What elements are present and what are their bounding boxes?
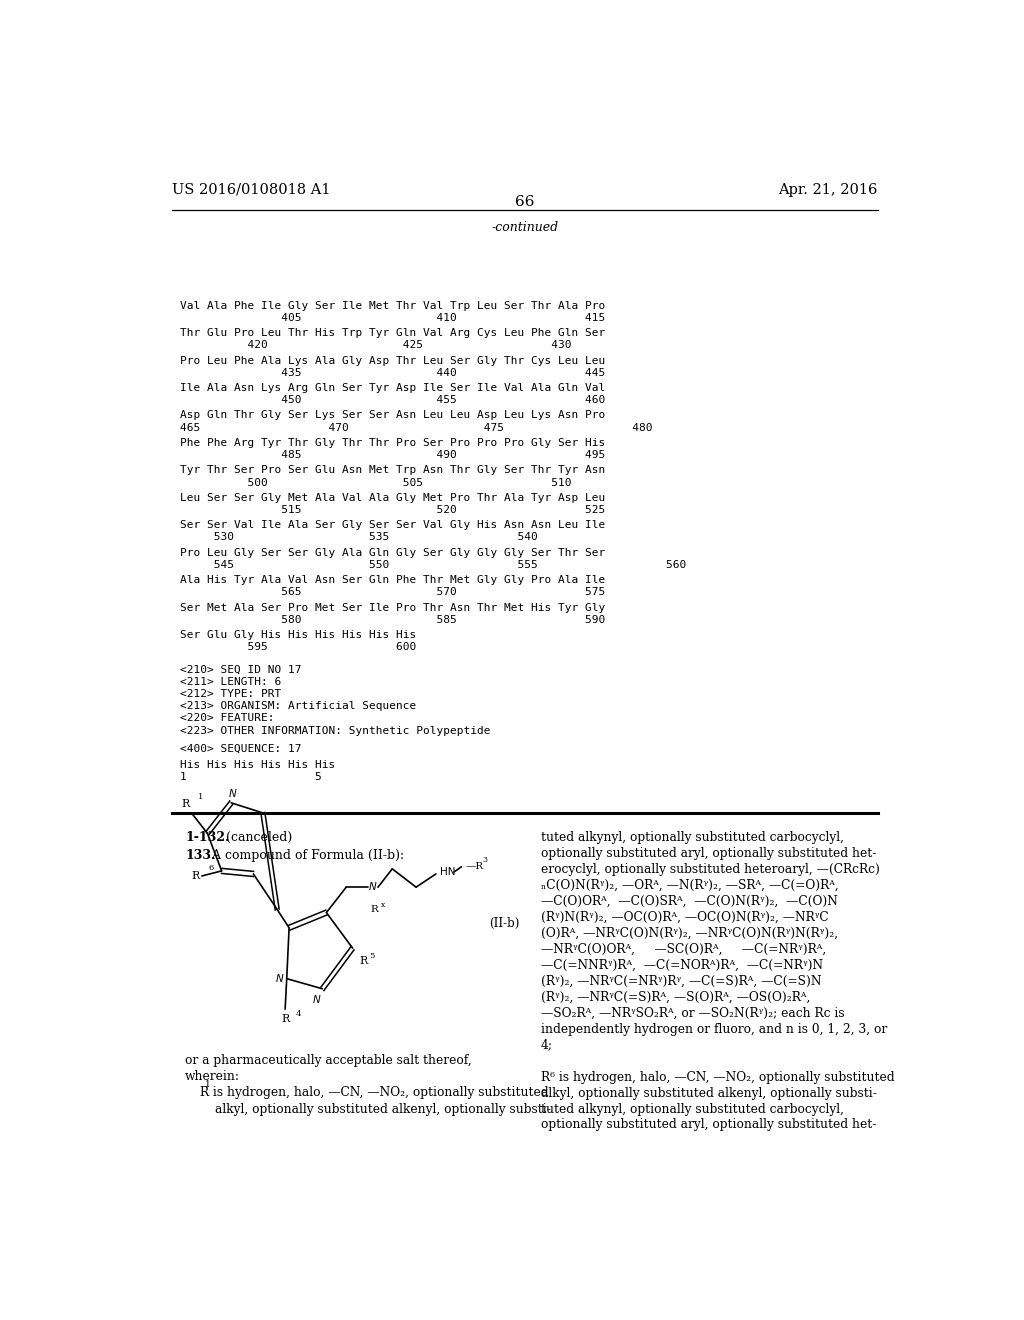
Text: N: N	[312, 995, 321, 1005]
Text: US 2016/0108018 A1: US 2016/0108018 A1	[172, 182, 330, 197]
Text: 565                    570                   575: 565 570 575	[179, 587, 605, 598]
Text: N: N	[275, 974, 284, 983]
Text: 435                    440                   445: 435 440 445	[179, 368, 605, 378]
Text: —SO₂Rᴬ, —NRᵞSO₂Rᴬ, or —SO₂N(Rᵞ)₂; each Rc is: —SO₂Rᴬ, —NRᵞSO₂Rᴬ, or —SO₂N(Rᵞ)₂; each R…	[541, 1007, 845, 1020]
Text: N: N	[229, 789, 237, 799]
Text: 5: 5	[370, 952, 375, 960]
Text: (O)Rᴬ, —NRᵞC(O)N(Rᵞ)₂, —NRᵞC(O)N(Rᵞ)N(Rᵞ)₂,: (O)Rᴬ, —NRᵞC(O)N(Rᵞ)₂, —NRᵞC(O)N(Rᵞ)N(Rᵞ…	[541, 927, 838, 940]
Text: 515                    520                   525: 515 520 525	[179, 506, 605, 515]
Text: (canceled): (canceled)	[221, 832, 292, 845]
Text: 405                    410                   415: 405 410 415	[179, 313, 605, 323]
Text: 133.: 133.	[185, 849, 215, 862]
Text: is hydrogen, halo, —CN, —NO₂, optionally substituted: is hydrogen, halo, —CN, —NO₂, optionally…	[209, 1086, 549, 1100]
Text: independently hydrogen or fluoro, and n is 0, 1, 2, 3, or: independently hydrogen or fluoro, and n …	[541, 1023, 887, 1036]
Text: tuted alkynyl, optionally substituted carbocyclyl,: tuted alkynyl, optionally substituted ca…	[541, 1102, 844, 1115]
Text: Phe Phe Arg Tyr Thr Gly Thr Thr Pro Ser Pro Pro Pro Gly Ser His: Phe Phe Arg Tyr Thr Gly Thr Thr Pro Ser …	[179, 438, 605, 447]
Text: —C(=NNRᵞ)Rᴬ,  —C(=NORᴬ)Rᴬ,  —C(=NRᵞ)N: —C(=NNRᵞ)Rᴬ, —C(=NORᴬ)Rᴬ, —C(=NRᵞ)N	[541, 958, 823, 972]
Text: Val Ala Phe Ile Gly Ser Ile Met Thr Val Trp Leu Ser Thr Ala Pro: Val Ala Phe Ile Gly Ser Ile Met Thr Val …	[179, 301, 605, 310]
Text: R: R	[281, 1014, 289, 1024]
Text: erocyclyl, optionally substituted heteroaryl, —(CRcRc): erocyclyl, optionally substituted hetero…	[541, 863, 880, 876]
Text: R: R	[191, 871, 200, 880]
Text: 4;: 4;	[541, 1039, 553, 1052]
Text: <223> OTHER INFORMATION: Synthetic Polypeptide: <223> OTHER INFORMATION: Synthetic Polyp…	[179, 726, 490, 735]
Text: 3: 3	[482, 855, 487, 863]
Text: -continued: -continued	[492, 222, 558, 235]
Text: (II-b): (II-b)	[489, 916, 519, 929]
Text: —C(O)ORᴬ,  —C(O)SRᴬ,  —C(O)N(Rᵞ)₂,  —C(O)N: —C(O)ORᴬ, —C(O)SRᴬ, —C(O)N(Rᵞ)₂, —C(O)N	[541, 895, 838, 908]
Text: R: R	[200, 1086, 209, 1100]
Text: R: R	[181, 799, 189, 809]
Text: Ile Ala Asn Lys Arg Gln Ser Tyr Asp Ile Ser Ile Val Ala Gln Val: Ile Ala Asn Lys Arg Gln Ser Tyr Asp Ile …	[179, 383, 605, 393]
Text: x: x	[381, 902, 385, 909]
Text: (Rᵞ)₂, —NRᵞC(=S)Rᴬ, —S(O)Rᴬ, —OS(O)₂Rᴬ,: (Rᵞ)₂, —NRᵞC(=S)Rᴬ, —S(O)Rᴬ, —OS(O)₂Rᴬ,	[541, 991, 810, 1003]
Text: <220> FEATURE:: <220> FEATURE:	[179, 713, 274, 723]
Text: 500                    505                   510: 500 505 510	[179, 478, 571, 487]
Text: 66: 66	[515, 195, 535, 209]
Text: wherein:: wherein:	[185, 1071, 241, 1084]
Text: 1: 1	[206, 1080, 211, 1089]
Text: alkyl, optionally substituted alkenyl, optionally substi-: alkyl, optionally substituted alkenyl, o…	[215, 1102, 551, 1115]
Text: 450                    455                   460: 450 455 460	[179, 395, 605, 405]
Text: Leu Ser Ser Gly Met Ala Val Ala Gly Met Pro Thr Ala Tyr Asp Leu: Leu Ser Ser Gly Met Ala Val Ala Gly Met …	[179, 492, 605, 503]
Text: 580                    585                   590: 580 585 590	[179, 615, 605, 624]
Text: tuted alkynyl, optionally substituted carbocyclyl,: tuted alkynyl, optionally substituted ca…	[541, 832, 844, 845]
Text: —R: —R	[465, 862, 483, 871]
Text: <210> SEQ ID NO 17: <210> SEQ ID NO 17	[179, 664, 301, 675]
Text: or a pharmaceutically acceptable salt thereof,: or a pharmaceutically acceptable salt th…	[185, 1053, 472, 1067]
Text: R⁶ is hydrogen, halo, —CN, —NO₂, optionally substituted: R⁶ is hydrogen, halo, —CN, —NO₂, optiona…	[541, 1071, 894, 1084]
Text: Ser Glu Gly His His His His His His: Ser Glu Gly His His His His His His	[179, 630, 416, 640]
Text: Thr Glu Pro Leu Thr His Trp Tyr Gln Val Arg Cys Leu Phe Gln Ser: Thr Glu Pro Leu Thr His Trp Tyr Gln Val …	[179, 329, 605, 338]
Text: <211> LENGTH: 6: <211> LENGTH: 6	[179, 677, 281, 686]
Text: optionally substituted aryl, optionally substituted het-: optionally substituted aryl, optionally …	[541, 1118, 877, 1131]
Text: 485                    490                   495: 485 490 495	[179, 450, 605, 461]
Text: 545                    550                   555                   560: 545 550 555 560	[179, 560, 686, 570]
Text: 465                   470                    475                   480: 465 470 475 480	[179, 422, 652, 433]
Text: 1: 1	[198, 793, 203, 801]
Text: A compound of Formula (II-b):: A compound of Formula (II-b):	[208, 849, 404, 862]
Text: Ser Ser Val Ile Ala Ser Gly Ser Ser Val Gly His Asn Asn Leu Ile: Ser Ser Val Ile Ala Ser Gly Ser Ser Val …	[179, 520, 605, 531]
Text: (Rᵞ)N(Rᵞ)₂, —OC(O)Rᴬ, —OC(O)N(Rᵞ)₂, —NRᵞC: (Rᵞ)N(Rᵞ)₂, —OC(O)Rᴬ, —OC(O)N(Rᵞ)₂, —NRᵞ…	[541, 911, 828, 924]
Text: 1-132.: 1-132.	[185, 832, 229, 845]
Text: Ala His Tyr Ala Val Asn Ser Gln Phe Thr Met Gly Gly Pro Ala Ile: Ala His Tyr Ala Val Asn Ser Gln Phe Thr …	[179, 576, 605, 585]
Text: Tyr Thr Ser Pro Ser Glu Asn Met Trp Asn Thr Gly Ser Thr Tyr Asn: Tyr Thr Ser Pro Ser Glu Asn Met Trp Asn …	[179, 466, 605, 475]
Text: 6: 6	[208, 863, 213, 871]
Text: —NRᵞC(O)ORᴬ,     —SC(O)Rᴬ,     —C(=NRᵞ)Rᴬ,: —NRᵞC(O)ORᴬ, —SC(O)Rᴬ, —C(=NRᵞ)Rᴬ,	[541, 942, 826, 956]
Text: HN: HN	[440, 867, 456, 876]
Text: ₙC(O)N(Rᵞ)₂, —ORᴬ, —N(Rᵞ)₂, —SRᴬ, —C(=O)Rᴬ,: ₙC(O)N(Rᵞ)₂, —ORᴬ, —N(Rᵞ)₂, —SRᴬ, —C(=O)…	[541, 879, 839, 892]
Text: 4: 4	[296, 1010, 301, 1018]
Text: R: R	[371, 906, 379, 915]
Text: 1                   5: 1 5	[179, 772, 322, 783]
Text: 530                    535                   540: 530 535 540	[179, 532, 538, 543]
Text: Pro Leu Gly Ser Ser Gly Ala Gln Gly Ser Gly Gly Gly Ser Thr Ser: Pro Leu Gly Ser Ser Gly Ala Gln Gly Ser …	[179, 548, 605, 557]
Text: His His His His His His: His His His His His His	[179, 760, 335, 770]
Text: N: N	[369, 882, 376, 892]
Text: 595                   600: 595 600	[179, 643, 416, 652]
Text: (Rᵞ)₂, —NRᵞC(=NRᵞ)Rᵞ, —C(=S)Rᴬ, —C(=S)N: (Rᵞ)₂, —NRᵞC(=NRᵞ)Rᵞ, —C(=S)Rᴬ, —C(=S)N	[541, 975, 821, 987]
Text: alkyl, optionally substituted alkenyl, optionally substi-: alkyl, optionally substituted alkenyl, o…	[541, 1086, 877, 1100]
Text: <400> SEQUENCE: 17: <400> SEQUENCE: 17	[179, 744, 301, 754]
Text: Asp Gln Thr Gly Ser Lys Ser Ser Asn Leu Leu Asp Leu Lys Asn Pro: Asp Gln Thr Gly Ser Lys Ser Ser Asn Leu …	[179, 411, 605, 421]
Text: R: R	[359, 956, 368, 966]
Text: <213> ORGANISM: Artificial Sequence: <213> ORGANISM: Artificial Sequence	[179, 701, 416, 711]
Text: Apr. 21, 2016: Apr. 21, 2016	[778, 182, 878, 197]
Text: <212> TYPE: PRT: <212> TYPE: PRT	[179, 689, 281, 700]
Text: Ser Met Ala Ser Pro Met Ser Ile Pro Thr Asn Thr Met His Tyr Gly: Ser Met Ala Ser Pro Met Ser Ile Pro Thr …	[179, 602, 605, 612]
Text: 420                    425                   430: 420 425 430	[179, 341, 571, 350]
Text: Pro Leu Phe Ala Lys Ala Gly Asp Thr Leu Ser Gly Thr Cys Leu Leu: Pro Leu Phe Ala Lys Ala Gly Asp Thr Leu …	[179, 355, 605, 366]
Text: optionally substituted aryl, optionally substituted het-: optionally substituted aryl, optionally …	[541, 847, 877, 861]
